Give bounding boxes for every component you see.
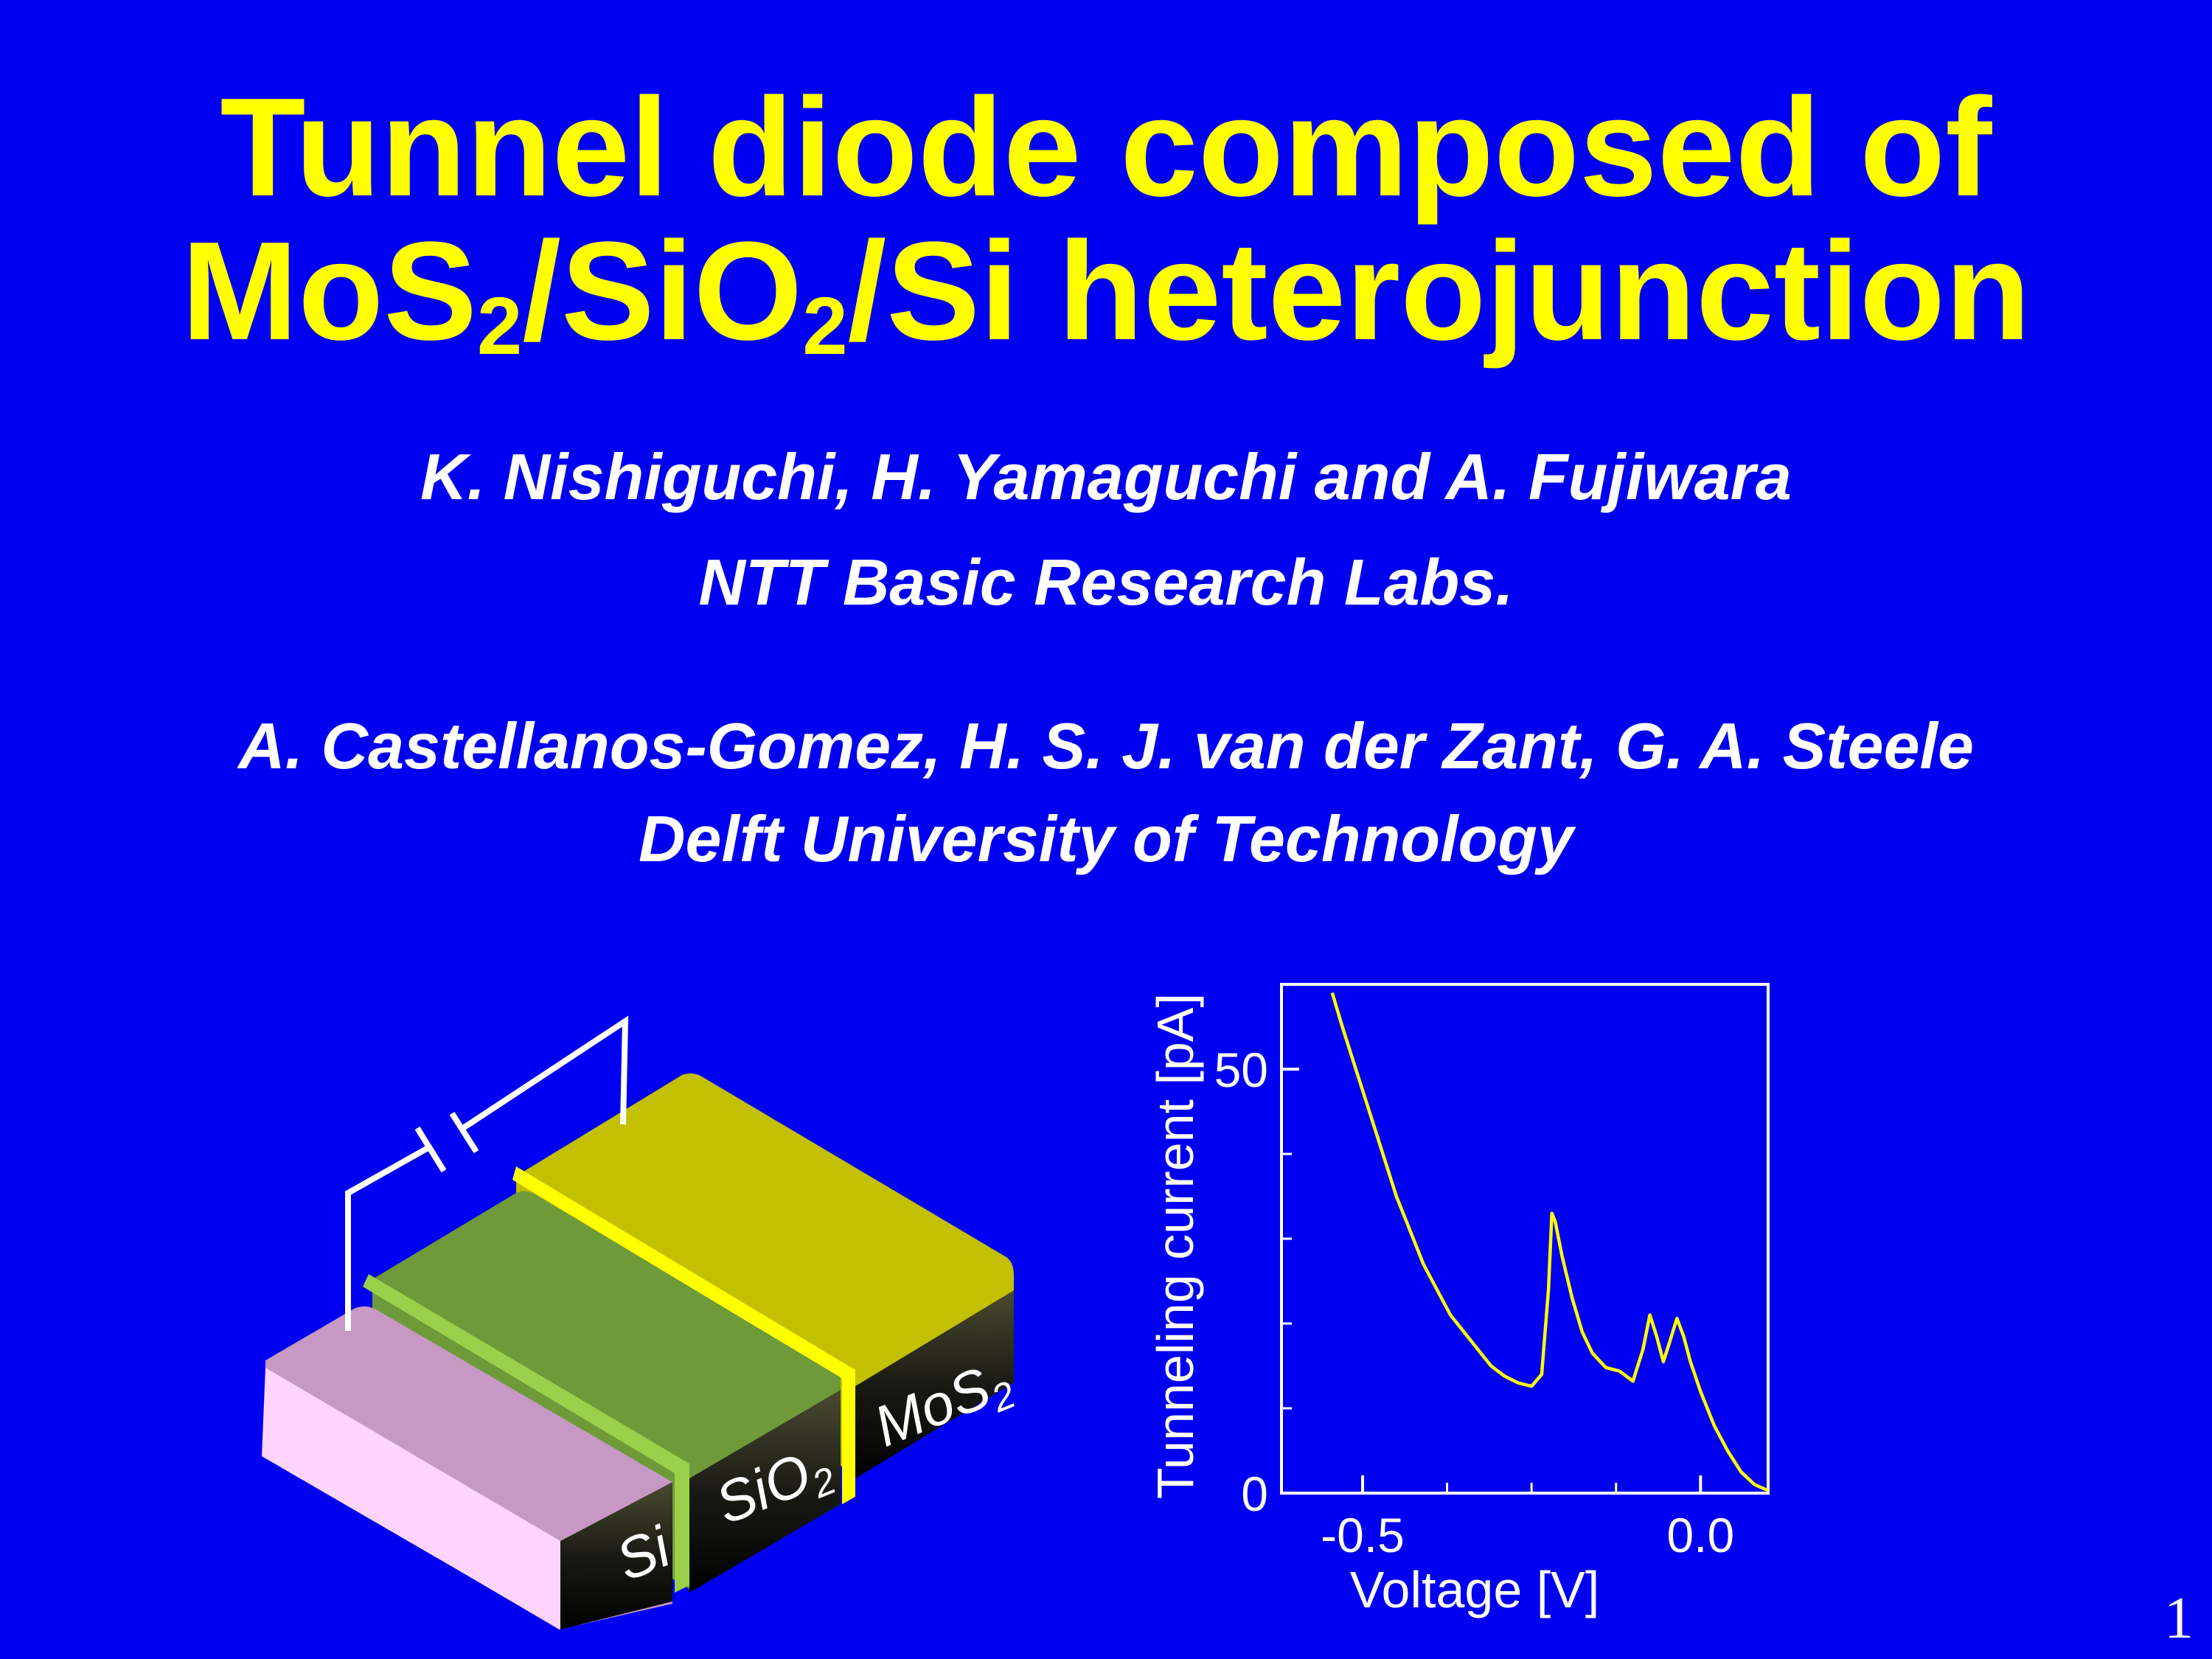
wire-left bbox=[345, 1144, 431, 1331]
battery-long-plate bbox=[414, 1126, 447, 1173]
mos2-layer bbox=[516, 1073, 1014, 1478]
y-axis-label: Tunneling current [pA] bbox=[1147, 993, 1204, 1499]
series-line bbox=[1330, 992, 1769, 1492]
affiliation-ntt: NTT Basic Research Labs. bbox=[698, 546, 1514, 619]
axis-ticks: -0.5 0.0 0 50 bbox=[1214, 1043, 1735, 1562]
authors-delft: A. Castellanos-Gomez, H. S. J. van der Z… bbox=[238, 709, 1974, 782]
mos2-edge-stripe bbox=[512, 1166, 855, 1504]
affiliation-delft: Delft University of Technology bbox=[638, 802, 1573, 875]
y-tick-label: 50 bbox=[1214, 1043, 1268, 1097]
y-tick-label: 0 bbox=[1241, 1467, 1268, 1521]
sio2-edge-stripe bbox=[363, 1274, 689, 1593]
wire-right bbox=[461, 1015, 629, 1131]
x-tick-label: -0.5 bbox=[1321, 1508, 1405, 1562]
bias-circuit bbox=[345, 1015, 629, 1331]
si-layer bbox=[262, 1306, 672, 1630]
battery-short-plate bbox=[449, 1111, 479, 1154]
slide-title-line1: Tunnel diode composed of bbox=[220, 69, 1992, 226]
x-axis-label: Voltage [V] bbox=[1350, 1561, 1600, 1618]
sio2-layer bbox=[372, 1191, 841, 1593]
x-tick-label: 0.0 bbox=[1666, 1508, 1734, 1562]
slide-title-line2: MoS2/SiO2/Si heterojunction bbox=[181, 213, 2031, 372]
authors-ntt: K. Nishiguchi, H. Yamaguchi and A. Fujiw… bbox=[420, 440, 1792, 513]
page-number: 1 bbox=[2164, 1586, 2194, 1651]
